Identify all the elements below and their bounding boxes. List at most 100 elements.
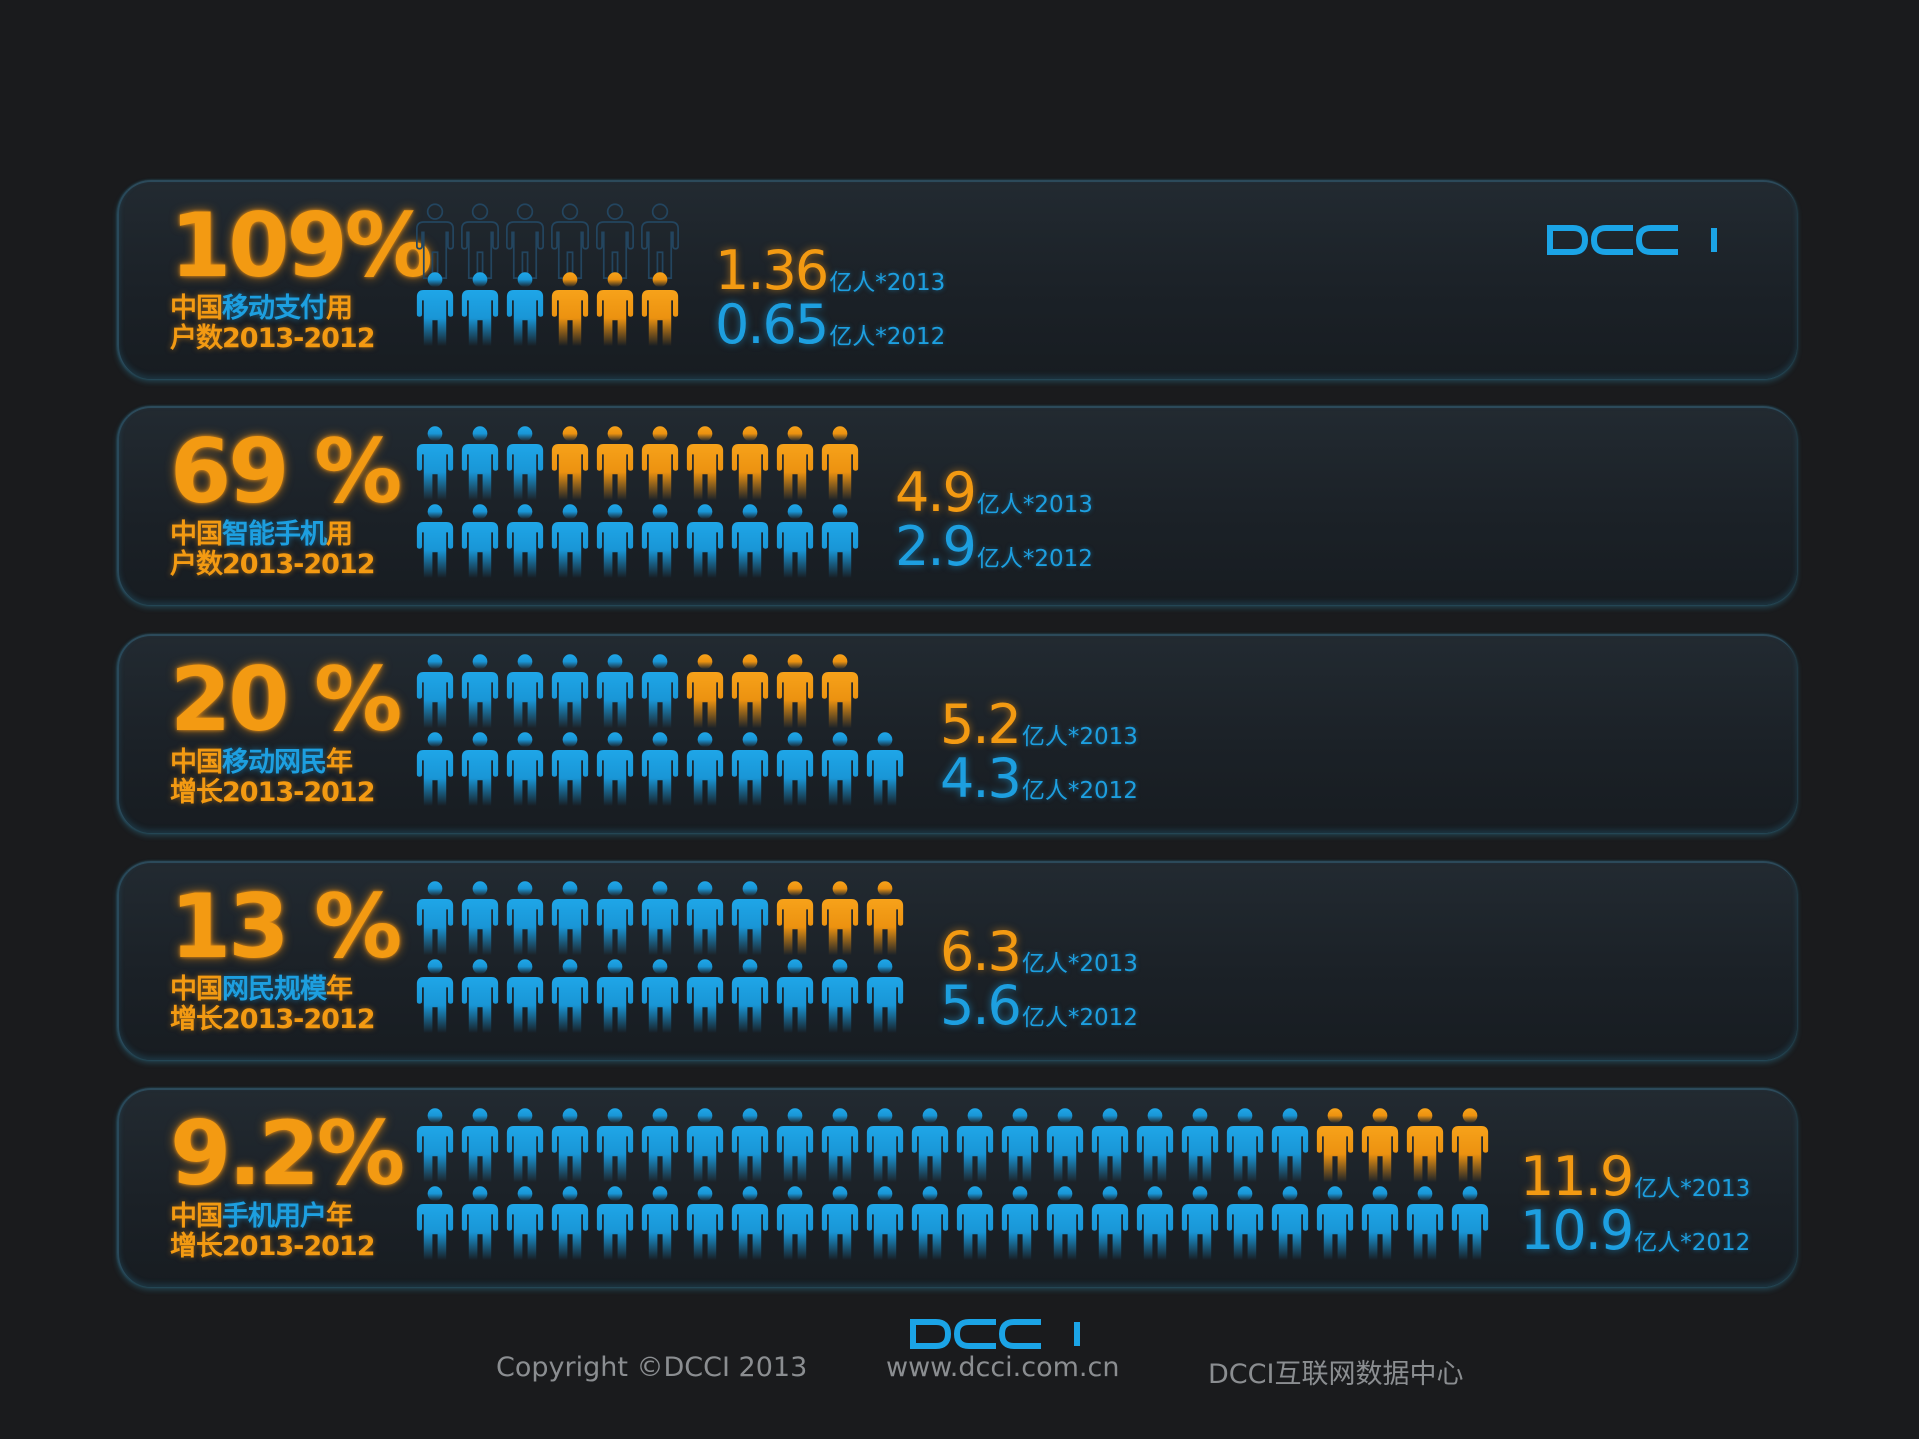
person-icon-placeholder <box>596 203 634 280</box>
person-icon-base <box>416 504 454 579</box>
value-2012: 0.65 <box>715 293 829 356</box>
value-2013: 1.36 <box>715 239 829 302</box>
stat-label-part: 年 <box>326 747 353 778</box>
people-pictogram <box>416 881 904 1034</box>
person-icon-base <box>641 504 679 579</box>
stat-label-part: 中国 <box>170 747 223 778</box>
person-icon-base <box>1226 1108 1264 1183</box>
person-icon-base <box>416 1186 454 1261</box>
value-2012-row: 5.6 亿人*2012 <box>940 979 1138 1033</box>
stat-label: 中国移动网民年 增长2013-2012 <box>170 748 375 808</box>
person-icon-placeholder <box>506 203 544 280</box>
person-icon-placeholder <box>461 203 499 280</box>
person-icon-base <box>1451 1186 1489 1261</box>
value-2012-row: 10.9 亿人*2012 <box>1520 1204 1750 1258</box>
person-icon-base <box>821 504 859 579</box>
stat-label-part: 增长2013-2012 <box>170 1231 375 1262</box>
value-2012: 5.6 <box>940 974 1022 1037</box>
person-icon-growth <box>686 426 724 501</box>
person-icon-growth <box>1361 1108 1399 1183</box>
person-icon-base <box>1271 1108 1309 1183</box>
dcci-footer-logo <box>910 1319 1080 1349</box>
person-icon-base <box>776 504 814 579</box>
person-icon-base <box>596 1108 634 1183</box>
person-icon-base <box>1361 1186 1399 1261</box>
person-icon-placeholder <box>641 203 679 280</box>
value-2012-row: 2.9 亿人*2012 <box>895 520 1093 574</box>
person-icon-growth <box>1451 1108 1489 1183</box>
person-icon-growth <box>731 654 769 729</box>
person-icon-base <box>911 1186 949 1261</box>
value-2012-row: 4.3 亿人*2012 <box>940 752 1138 806</box>
person-icon-base <box>596 654 634 729</box>
person-icon-base <box>866 732 904 807</box>
person-icon-base <box>461 1108 499 1183</box>
person-icon-base <box>506 732 544 807</box>
person-icon-placeholder <box>551 203 589 280</box>
stat-panel: 9.2% 中国手机用户年 增长2013-2012 11.9 亿人*2013 10.9 亿人*… <box>117 1088 1797 1287</box>
value-2013-row: 11.9 亿人*2013 <box>1520 1150 1750 1204</box>
person-icon-base <box>416 426 454 501</box>
person-icon-base <box>416 732 454 807</box>
person-icon-base <box>776 732 814 807</box>
value-2013: 4.9 <box>895 461 977 524</box>
stat-label: 中国移动支付用 户数2013-2012 <box>170 294 375 354</box>
person-icon-base <box>416 959 454 1034</box>
person-icon-base <box>686 1186 724 1261</box>
person-icon-growth <box>866 881 904 956</box>
person-icon-base <box>1226 1186 1264 1261</box>
person-icon-base <box>731 732 769 807</box>
stat-label-part: 用 <box>326 519 353 550</box>
stat-panel: 109% 中国移动支付用 户数2013-2012 1.36 亿人*2013 0.65 亿人*… <box>117 180 1797 379</box>
footer-website[interactable]: www.dcci.com.cn <box>886 1352 1120 1383</box>
stat-label-part: 户数2013-2012 <box>170 323 375 354</box>
value-2013-row: 1.36 亿人*2013 <box>715 244 945 298</box>
person-icon-base <box>866 959 904 1034</box>
value-2012: 2.9 <box>895 515 977 578</box>
value-2012-unit: 亿人*2012 <box>829 324 946 350</box>
person-icon-base <box>551 1108 589 1183</box>
person-icon-base <box>686 959 724 1034</box>
person-icon-base <box>641 732 679 807</box>
person-icon-growth <box>596 272 634 347</box>
stat-label-part: 增长2013-2012 <box>170 777 375 808</box>
stat-panel: 13 % 中国网民规模年 增长2013-2012 6.3 亿人*2013 5.6 亿人*20… <box>117 861 1797 1060</box>
person-icon-base <box>731 881 769 956</box>
stat-label: 中国手机用户年 增长2013-2012 <box>170 1202 375 1262</box>
person-icon-growth <box>686 654 724 729</box>
person-icon-growth <box>596 426 634 501</box>
value-block: 5.2 亿人*2013 4.3 亿人*2012 <box>940 698 1138 806</box>
person-icon-base <box>506 272 544 347</box>
growth-percent: 109% <box>170 194 433 297</box>
value-2013: 6.3 <box>940 920 1022 983</box>
footer-copyright: Copyright ©DCCI 2013 <box>496 1352 808 1383</box>
people-pictogram <box>416 654 904 807</box>
person-icon-base <box>551 1186 589 1261</box>
value-block: 6.3 亿人*2013 5.6 亿人*2012 <box>940 925 1138 1033</box>
person-icon-base <box>956 1186 994 1261</box>
person-icon-base <box>956 1108 994 1183</box>
person-icon-base <box>731 1186 769 1261</box>
person-icon-base <box>1046 1186 1084 1261</box>
person-icon-base <box>461 959 499 1034</box>
person-icon-base <box>821 959 859 1034</box>
person-icon-base <box>416 1108 454 1183</box>
person-icon-base <box>686 1108 724 1183</box>
person-icon-growth <box>1316 1108 1354 1183</box>
person-icon-base <box>461 504 499 579</box>
value-2012-row: 0.65 亿人*2012 <box>715 298 945 352</box>
person-icon-base <box>551 504 589 579</box>
person-icon-base <box>731 1108 769 1183</box>
person-icon-growth <box>1406 1108 1444 1183</box>
person-icon-base <box>731 959 769 1034</box>
people-pictogram <box>416 426 859 579</box>
person-icon-base <box>686 504 724 579</box>
value-2012-unit: 亿人*2012 <box>1634 1230 1751 1256</box>
stat-label-part: 中国 <box>170 519 223 550</box>
person-icon-base <box>1271 1186 1309 1261</box>
person-icon-placeholder <box>416 203 454 280</box>
person-icon-base <box>1091 1186 1129 1261</box>
stat-label: 中国网民规模年 增长2013-2012 <box>170 975 375 1035</box>
stat-label-part: 年 <box>326 974 353 1005</box>
stat-panel: 20 % 中国移动网民年 增长2013-2012 5.2 亿人*2013 4.3 亿人*20… <box>117 634 1797 833</box>
